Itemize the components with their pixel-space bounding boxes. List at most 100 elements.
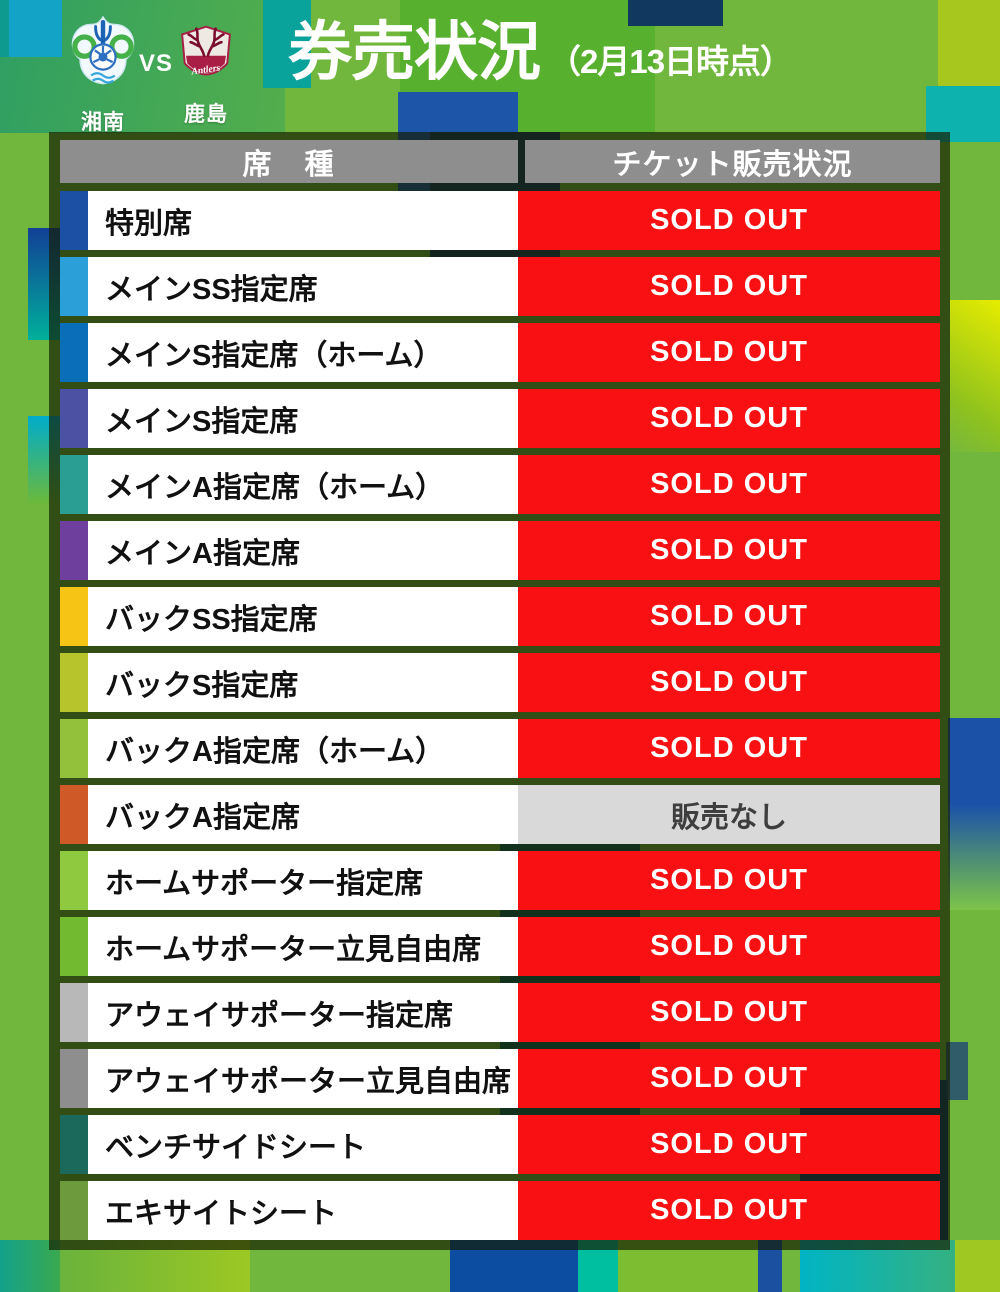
home-team-label: 湘南 xyxy=(81,111,125,134)
ticket-status-label: SOLD OUT xyxy=(650,402,808,434)
ticket-status-cell: SOLD OUT xyxy=(518,719,940,778)
seat-color-tab xyxy=(60,1115,88,1174)
bg-block xyxy=(946,1042,968,1100)
ticket-status-cell: SOLD OUT xyxy=(518,983,940,1042)
seat-color-tab xyxy=(60,521,88,580)
seat-type-label: 特別席 xyxy=(105,207,193,240)
seat-color-tab xyxy=(60,851,88,910)
seat-color-tab xyxy=(60,191,88,250)
seat-type-label: アウェイサポーター立見自由席 xyxy=(105,1065,512,1098)
ticket-status-label: SOLD OUT xyxy=(650,600,808,632)
seat-type-cell: ベンチサイドシート xyxy=(88,1115,518,1174)
sales-status-column-header: チケット販売状況 xyxy=(525,140,940,183)
table-row: バックA指定席 販売なし xyxy=(60,785,940,844)
kashima-antlers-logo: Antlers xyxy=(181,25,231,78)
ticket-status-label: SOLD OUT xyxy=(650,270,808,302)
seat-color-tab xyxy=(60,323,88,382)
seat-color-tab xyxy=(60,389,88,448)
ticket-status-cell: SOLD OUT xyxy=(518,257,940,316)
ticket-status-label: SOLD OUT xyxy=(650,1062,808,1094)
seat-type-cell: バックS指定席 xyxy=(88,653,518,712)
page-title-note: （2月13日時点） xyxy=(548,42,793,80)
seat-type-label: メインA指定席（ホーム） xyxy=(105,471,445,504)
ticket-status-label: SOLD OUT xyxy=(650,864,808,896)
table-row: ホームサポーター立見自由席 SOLD OUT xyxy=(60,917,940,976)
bg-block xyxy=(0,0,9,57)
table-row: バックSS指定席 SOLD OUT xyxy=(60,587,940,646)
seat-color-tab xyxy=(60,785,88,844)
ticket-status-cell: SOLD OUT xyxy=(518,1181,940,1240)
ticket-status-label: SOLD OUT xyxy=(650,534,808,566)
seat-color-tab xyxy=(60,1181,88,1240)
table-row: エキサイトシート SOLD OUT xyxy=(60,1181,940,1240)
ticket-status-cell: SOLD OUT xyxy=(518,587,940,646)
table-row: アウェイサポーター立見自由席 SOLD OUT xyxy=(60,1049,940,1108)
bg-block xyxy=(950,300,1000,452)
seat-type-column-header: 席 種 xyxy=(60,140,518,183)
seat-color-tab xyxy=(60,917,88,976)
seat-type-label: ホームサポーター立見自由席 xyxy=(105,933,482,966)
table-row: バックA指定席（ホーム） SOLD OUT xyxy=(60,719,940,778)
ticket-status-label: SOLD OUT xyxy=(650,468,808,500)
away-team-label: 鹿島 xyxy=(184,103,228,126)
ticket-status-cell: SOLD OUT xyxy=(518,455,940,514)
ticket-status-label: SOLD OUT xyxy=(650,336,808,368)
seat-type-label: バックS指定席 xyxy=(105,669,299,702)
bg-block xyxy=(948,718,1000,910)
seat-type-cell: メインS指定席 xyxy=(88,389,518,448)
seat-type-label: ホームサポーター指定席 xyxy=(105,867,424,900)
table-row: メインS指定席 SOLD OUT xyxy=(60,389,940,448)
ticket-status-cell: SOLD OUT xyxy=(518,521,940,580)
seat-type-cell: バックA指定席（ホーム） xyxy=(88,719,518,778)
table-body: 特別席 SOLD OUT メインSS指定席 SOLD OUT メインS指定席（ホ… xyxy=(60,191,940,1240)
ticket-status-label: SOLD OUT xyxy=(650,666,808,698)
table-row: メインS指定席（ホーム） SOLD OUT xyxy=(60,323,940,382)
bg-block xyxy=(263,0,311,88)
seat-type-label: アウェイサポーター指定席 xyxy=(105,999,454,1032)
bg-block xyxy=(955,1240,1000,1292)
seat-type-cell: ホームサポーター立見自由席 xyxy=(88,917,518,976)
ticket-status-label: 販売なし xyxy=(670,801,787,834)
ticket-status-label: SOLD OUT xyxy=(650,732,808,764)
ticket-status-cell: SOLD OUT xyxy=(518,323,940,382)
seat-type-cell: バックSS指定席 xyxy=(88,587,518,646)
bg-block xyxy=(938,0,1000,88)
seat-type-cell: エキサイトシート xyxy=(88,1181,518,1240)
ticket-status-cell: SOLD OUT xyxy=(518,1115,940,1174)
seat-type-cell: アウェイサポーター指定席 xyxy=(88,983,518,1042)
bg-block xyxy=(9,0,62,57)
seat-type-cell: メインA指定席 xyxy=(88,521,518,580)
seat-color-tab xyxy=(60,587,88,646)
ticket-status-cell: SOLD OUT xyxy=(518,653,940,712)
svg-text:Antlers: Antlers xyxy=(190,62,221,77)
ticket-status-cell: SOLD OUT xyxy=(518,191,940,250)
shonan-bellmare-logo xyxy=(71,15,135,85)
seat-type-cell: メインSS指定席 xyxy=(88,257,518,316)
seat-color-tab xyxy=(60,983,88,1042)
ticket-table: 席 種 チケット販売状況 特別席 SOLD OUT メインSS指定席 SOLD … xyxy=(49,132,950,1250)
vs-label: VS xyxy=(139,50,174,77)
seat-type-label: バックSS指定席 xyxy=(105,603,318,636)
seat-type-label: バックA指定席 xyxy=(105,801,300,834)
seat-type-cell: メインA指定席（ホーム） xyxy=(88,455,518,514)
table-row: ベンチサイドシート SOLD OUT xyxy=(60,1115,940,1174)
table-row: メインA指定席（ホーム） SOLD OUT xyxy=(60,455,940,514)
ticket-status-cell: SOLD OUT xyxy=(518,1049,940,1108)
table-row: バックS指定席 SOLD OUT xyxy=(60,653,940,712)
bg-block xyxy=(628,0,723,26)
seat-color-tab xyxy=(60,455,88,514)
table-row: メインA指定席 SOLD OUT xyxy=(60,521,940,580)
seat-type-cell: アウェイサポーター立見自由席 xyxy=(88,1049,518,1108)
ticket-status-label: SOLD OUT xyxy=(650,1128,808,1160)
table-header-row: 席 種 チケット販売状況 xyxy=(60,140,940,183)
seat-type-cell: バックA指定席 xyxy=(88,785,518,844)
table-row: メインSS指定席 SOLD OUT xyxy=(60,257,940,316)
ticket-status-label: SOLD OUT xyxy=(650,204,808,236)
seat-color-tab xyxy=(60,1049,88,1108)
seat-type-label: ベンチサイドシート xyxy=(105,1131,367,1164)
ticket-status-cell: 販売なし xyxy=(518,785,940,844)
seat-type-label: メインS指定席（ホーム） xyxy=(105,339,443,372)
ticket-status-label: SOLD OUT xyxy=(650,1194,808,1226)
ticket-status-label: SOLD OUT xyxy=(650,930,808,962)
